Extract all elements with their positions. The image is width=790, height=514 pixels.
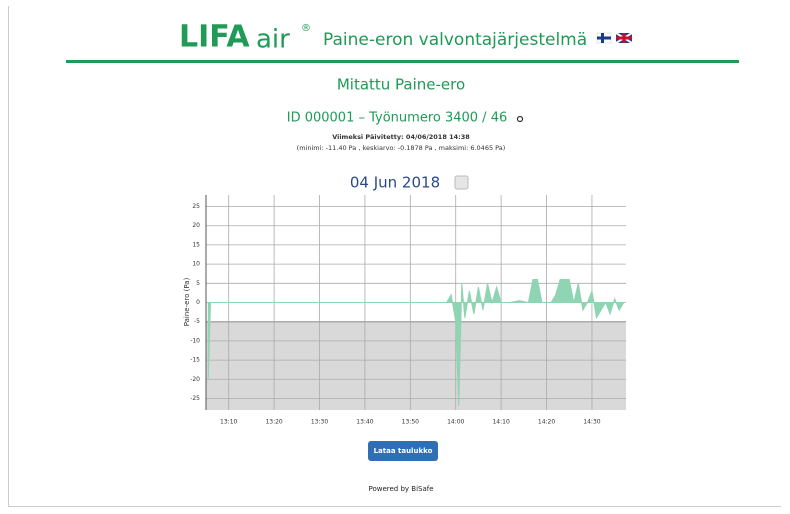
date: 04 Jun 2018 <box>350 174 440 192</box>
footer: Powered by BiSafe <box>368 485 433 493</box>
y-tick-label: 20 <box>192 222 200 229</box>
logo-mark: ® <box>301 23 311 34</box>
alarm-region <box>206 321 626 410</box>
area <box>207 278 625 407</box>
page: LIFA air ® Paine-eron valvontajärjestelm… <box>66 20 739 493</box>
x-tick-label: 14:10 <box>492 419 509 426</box>
header-rule <box>66 60 739 63</box>
x-tick-label: 13:10 <box>220 419 237 426</box>
y-tick-label: -25 <box>190 395 200 402</box>
settings-icon[interactable] <box>516 115 524 123</box>
y-tick-label: 10 <box>192 261 200 268</box>
flag-fi[interactable] <box>596 32 612 44</box>
x-tick-label: 13:50 <box>402 419 419 426</box>
id-line: ID 000001 – Työnumero 3400 / 46 <box>287 111 508 126</box>
y-tick-label: 0 <box>196 299 200 306</box>
calendar-button[interactable] <box>454 175 469 190</box>
y-tick-label: -10 <box>190 337 200 344</box>
flag-uk[interactable] <box>615 32 633 44</box>
x-tick-label: 14:00 <box>447 419 464 426</box>
x-tick-label: 14:20 <box>538 419 555 426</box>
download-button-label[interactable]: Lataa taulukko <box>374 447 433 455</box>
stats: (minimi: -11.40 Pa , keskiarvo: -0.1878 … <box>297 144 506 152</box>
x-tick-label: 13:40 <box>356 419 373 426</box>
logo-light: air <box>256 25 290 55</box>
x-tick-label: 13:30 <box>311 419 328 426</box>
x-tick-label: 14:30 <box>583 419 600 426</box>
heading: Mitattu Paine-ero <box>337 76 465 94</box>
download-button[interactable] <box>368 441 438 461</box>
y-tick-label: 25 <box>192 203 200 210</box>
y-tick-label: 5 <box>196 280 200 287</box>
y-tick-label: 15 <box>192 241 200 248</box>
header-title: Paine-eron valvontajärjestelmä <box>323 30 587 50</box>
x-tick-label: 13:20 <box>265 419 282 426</box>
y-tick-label: -15 <box>190 357 200 364</box>
y-axis-label: Paine-ero (Pa) <box>183 277 191 326</box>
page-card: LIFA air ® Paine-eron valvontajärjestelm… <box>8 6 781 507</box>
y-tick-label: -20 <box>190 376 200 383</box>
logo-bold: LIFA <box>179 20 250 55</box>
y-tick-label: -5 <box>194 318 200 325</box>
updated: Viimeksi Päivitetty: 04/06/2018 14:38 <box>332 133 470 141</box>
